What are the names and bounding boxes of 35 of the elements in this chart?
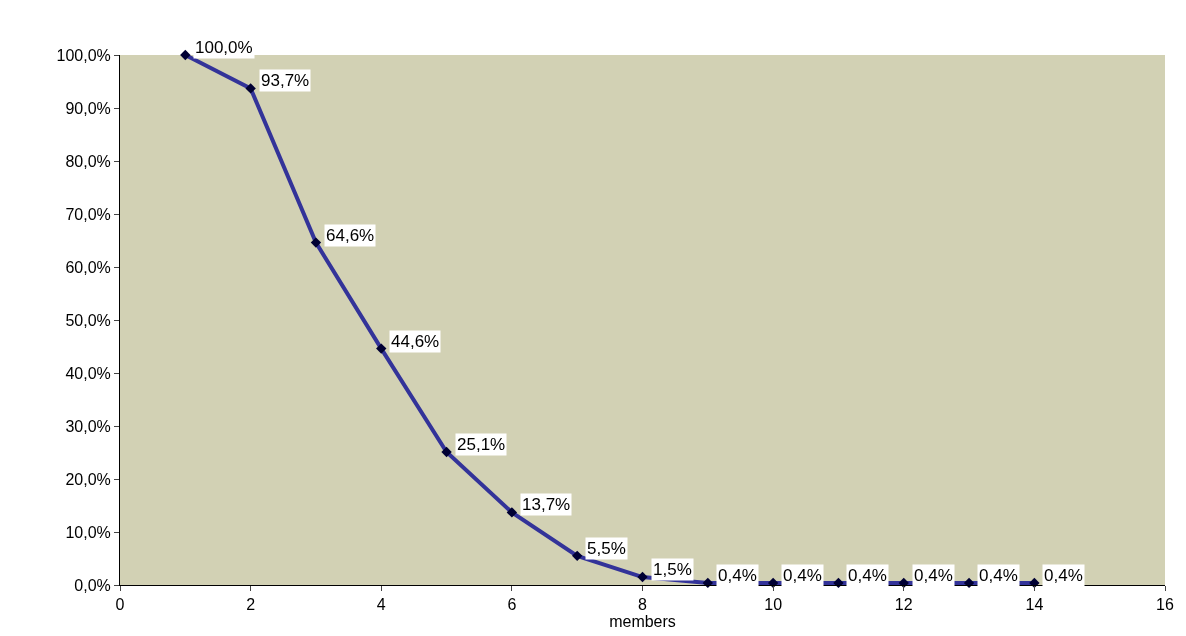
x-tick-label: 6: [507, 596, 517, 614]
y-tick-label: 10,0%: [65, 523, 111, 541]
x-tick-label: 16: [1156, 596, 1174, 614]
x-tick-label: 8: [638, 596, 648, 614]
data-label: 44,6%: [391, 332, 440, 351]
y-tick-label: 70,0%: [65, 205, 111, 223]
x-tick-label: 2: [246, 596, 256, 614]
x-tick-label: 12: [894, 596, 913, 614]
y-tick-label: 30,0%: [65, 417, 111, 435]
data-label: 13,7%: [522, 495, 571, 514]
data-label: 25,1%: [457, 435, 506, 454]
data-label: 0,4%: [783, 566, 822, 585]
data-label: 0,4%: [718, 566, 757, 585]
data-label: 64,6%: [326, 226, 375, 245]
x-tick-label: 10: [764, 596, 783, 614]
y-tick-label: 90,0%: [65, 99, 111, 117]
y-tick-label: 100,0%: [56, 46, 111, 64]
y-tick-label: 40,0%: [65, 364, 111, 382]
y-tick-label: 20,0%: [65, 470, 111, 488]
y-tick-label: 80,0%: [65, 152, 111, 170]
y-tick-label: 60,0%: [65, 258, 111, 276]
x-axis-title: members: [609, 613, 676, 631]
data-label: 0,4%: [914, 566, 953, 585]
x-tick-label: 0: [115, 596, 125, 614]
data-label: 100,0%: [195, 38, 253, 57]
data-label: 0,4%: [1044, 566, 1083, 585]
x-tick-label: 14: [1025, 596, 1044, 614]
data-label: 93,7%: [261, 71, 310, 90]
data-label: 0,4%: [848, 566, 887, 585]
y-tick-label: 50,0%: [65, 311, 111, 329]
data-label: 0,4%: [979, 566, 1018, 585]
data-label: 5,5%: [587, 539, 626, 558]
data-label: 1,5%: [653, 560, 692, 579]
y-tick-label: 0,0%: [74, 576, 111, 594]
x-tick-label: 4: [376, 596, 386, 614]
